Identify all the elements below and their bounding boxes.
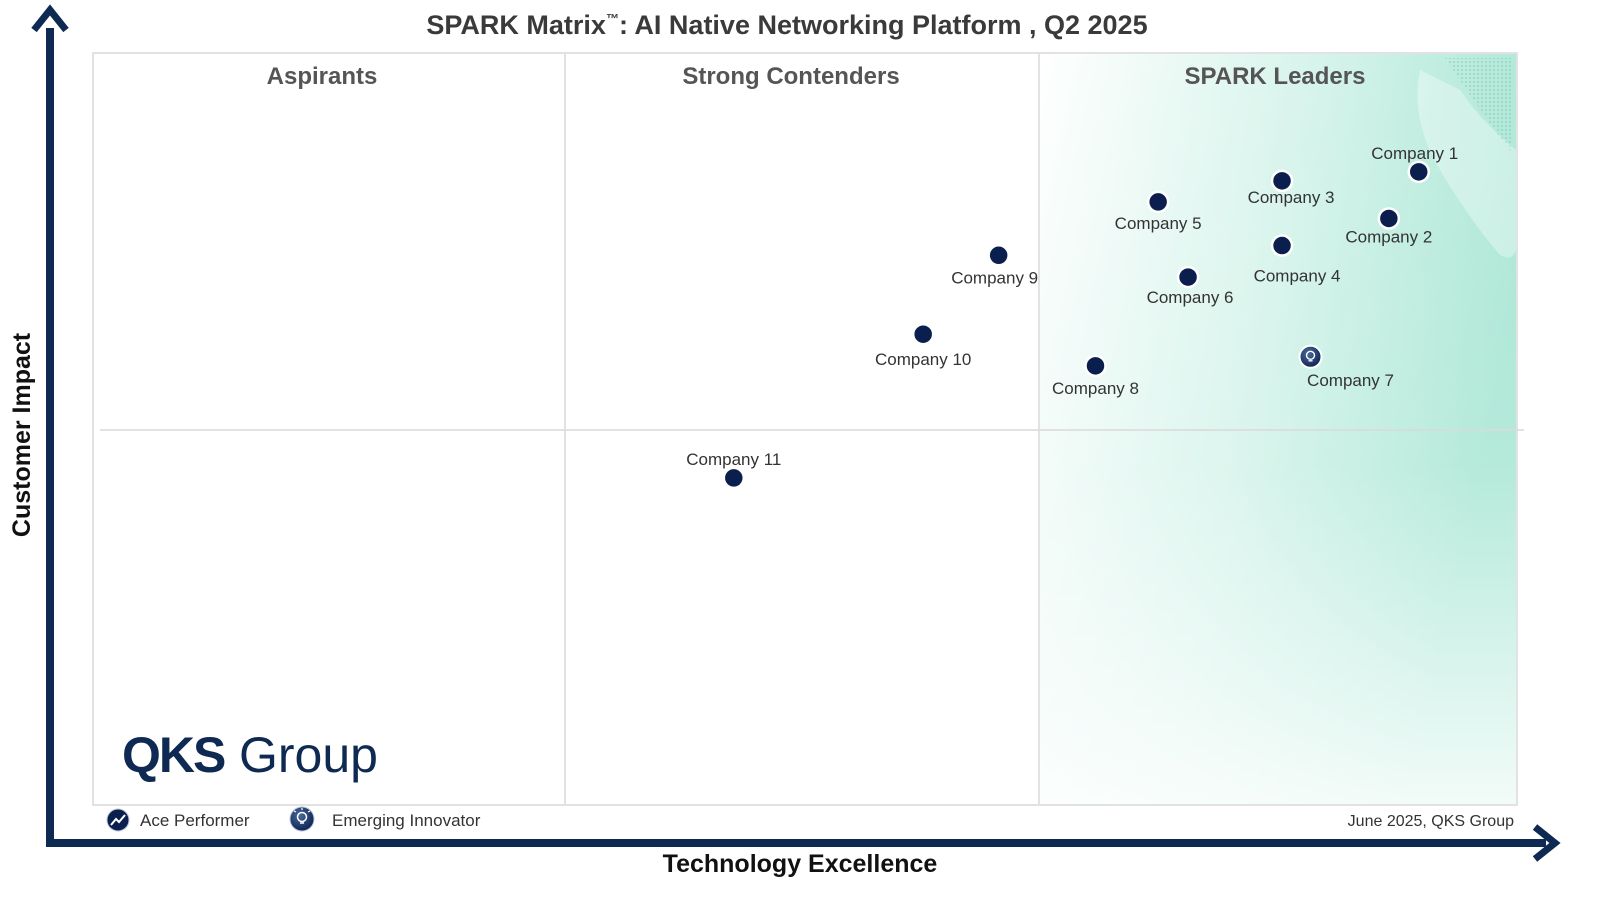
point-label-company-9: Company 9 bbox=[951, 268, 1038, 287]
quadrant-label-spark-leaders: SPARK Leaders bbox=[1185, 63, 1366, 90]
marker-ace-performer bbox=[1407, 160, 1430, 184]
point-label-company-7: Company 7 bbox=[1307, 371, 1394, 390]
lightbulb-icon bbox=[1305, 350, 1316, 361]
chart-title-rest: : AI Native Networking Platform , Q2 202… bbox=[619, 10, 1148, 40]
source-note: June 2025, QKS Group bbox=[1348, 813, 1514, 830]
marker-ace-performer bbox=[1377, 207, 1401, 230]
legend-emerging-innovator-icon bbox=[289, 806, 315, 832]
logo-text-light: Group bbox=[239, 727, 378, 783]
legend-ace-performer-icon bbox=[106, 808, 130, 832]
quadrant-label-strong-contenders: Strong Contenders bbox=[682, 63, 899, 90]
point-company-7: Company 7 bbox=[1298, 344, 1394, 390]
marker-ace-performer bbox=[1270, 234, 1294, 257]
point-label-company-10: Company 10 bbox=[875, 350, 971, 369]
point-label-company-11: Company 11 bbox=[686, 450, 781, 469]
legend-ace-performer-label: Ace Performer bbox=[140, 811, 250, 830]
x-axis-arrowhead bbox=[1532, 824, 1561, 862]
point-label-company-4: Company 4 bbox=[1254, 267, 1341, 286]
chart-title: SPARK Matrix™: AI Native Networking Plat… bbox=[426, 10, 1147, 40]
marker-emerging-innovator bbox=[1298, 344, 1323, 369]
point-company-10: Company 10 bbox=[875, 322, 971, 369]
point-label-company-3: Company 3 bbox=[1248, 188, 1335, 207]
point-label-company-2: Company 2 bbox=[1345, 227, 1432, 246]
point-company-9: Company 9 bbox=[951, 244, 1038, 287]
point-company-5: Company 5 bbox=[1115, 190, 1202, 233]
trademark-mark: ™ bbox=[606, 11, 619, 26]
point-label-company-5: Company 5 bbox=[1115, 214, 1202, 233]
legend-emerging-innovator-label: Emerging Innovator bbox=[332, 811, 481, 830]
marker-ace-performer bbox=[987, 244, 1010, 267]
point-company-6: Company 6 bbox=[1147, 265, 1234, 307]
marker-ace-performer bbox=[1270, 169, 1294, 193]
marker-ace-performer bbox=[1176, 265, 1200, 289]
point-company-8: Company 8 bbox=[1052, 354, 1139, 398]
qks-group-logo: QKS Group bbox=[122, 727, 378, 783]
logo-text-bold: QKS bbox=[122, 727, 225, 783]
point-label-company-6: Company 6 bbox=[1147, 288, 1234, 307]
point-company-2: Company 2 bbox=[1345, 207, 1432, 246]
point-company-3: Company 3 bbox=[1248, 169, 1335, 207]
point-company-4: Company 4 bbox=[1254, 234, 1341, 286]
y-axis-label: Customer Impact bbox=[8, 332, 36, 537]
leaders-corner-texture bbox=[1445, 58, 1513, 155]
marker-ace-performer bbox=[1146, 190, 1170, 214]
point-label-company-1: Company 1 bbox=[1371, 144, 1458, 163]
quadrant-label-aspirants: Aspirants bbox=[267, 63, 378, 90]
y-axis-arrowhead bbox=[31, 4, 69, 33]
marker-ace-performer bbox=[722, 466, 746, 490]
data-points-layer: Company 1 Company 2 Company 3 Company 4 Comp… bbox=[686, 144, 1458, 490]
x-axis-label: Technology Excellence bbox=[663, 850, 938, 878]
point-company-1: Company 1 bbox=[1371, 144, 1458, 184]
leaders-corner-wave bbox=[1417, 70, 1516, 258]
legend: Ace Performer Emerging Innovator bbox=[106, 806, 481, 832]
marker-ace-performer bbox=[911, 322, 935, 346]
point-label-company-8: Company 8 bbox=[1052, 379, 1139, 398]
marker-ace-performer bbox=[1084, 354, 1107, 378]
point-company-11: Company 11 bbox=[686, 450, 781, 490]
